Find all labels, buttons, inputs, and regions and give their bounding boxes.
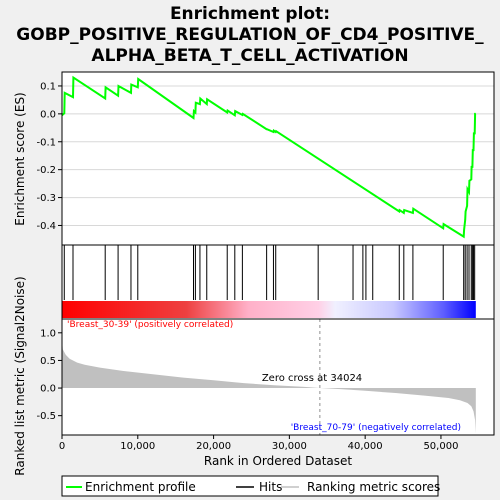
x-tick-label: 0 [59, 441, 65, 452]
es-y-tick-label: 0.0 [40, 109, 56, 120]
zero-cross-label: Zero cross at 34024 [262, 373, 362, 384]
x-tick-label: 50,000 [423, 441, 458, 452]
es-y-tick-label: -0.3 [36, 193, 56, 204]
metric-y-tick-label: 0.0 [40, 384, 56, 395]
chart-title-line-2: GOBP_POSITIVE_REGULATION_OF_CD4_POSITIVE… [16, 25, 484, 45]
es-grid [62, 85, 494, 226]
metric-y-ticks: -0.5 0.0 0.5 1.0 [36, 328, 62, 422]
ranking-metric-area [62, 339, 476, 434]
legend-profile-label: Enrichment profile [85, 480, 196, 494]
es-y-tick-label: -0.4 [36, 221, 56, 232]
x-ticks: 0 10,000 20,000 30,000 40,000 50,000 [59, 435, 458, 452]
x-axis-label: Rank in Ordered Dataset [204, 454, 352, 468]
x-tick-label: 30,000 [272, 441, 307, 452]
metric-y-axis-label: Ranked list metric (Signal2Noise) [13, 276, 27, 475]
hits-marks [63, 245, 476, 300]
es-y-tick-label: -0.1 [36, 137, 56, 148]
es-y-tick-label: -0.2 [36, 165, 56, 176]
es-y-ticks: -0.4 -0.3 -0.2 -0.1 0.0 0.1 [36, 81, 62, 232]
es-y-tick-label: 0.1 [40, 81, 56, 92]
metric-y-tick-label: 1.0 [40, 328, 56, 339]
metric-panel-frame [61, 318, 495, 436]
metric-y-tick-label: 0.5 [40, 356, 56, 367]
metric-y-tick-label: -0.5 [36, 411, 56, 422]
enrichment-profile-line [61, 75, 477, 239]
x-tick-label: 20,000 [196, 441, 231, 452]
negative-correlation-label: 'Breast_70-79' (negatively correlated) [291, 423, 461, 433]
rank-color-bar [62, 301, 476, 318]
chart-title-line-1: Enrichment plot: [170, 4, 330, 24]
es-y-axis-label: Enrichment score (ES) [13, 92, 27, 225]
chart-title-line-3: ALPHA_BETA_T_CELL_ACTIVATION [91, 46, 408, 66]
x-tick-label: 10,000 [120, 441, 155, 452]
legend-hits-label: Hits [259, 480, 282, 494]
es-panel [62, 72, 494, 245]
x-tick-label: 40,000 [348, 441, 383, 452]
positive-correlation-label: 'Breast_30-39' (positively correlated) [67, 320, 233, 330]
legend-metric-label: Ranking metric scores [307, 480, 440, 494]
legend-box [61, 475, 439, 497]
